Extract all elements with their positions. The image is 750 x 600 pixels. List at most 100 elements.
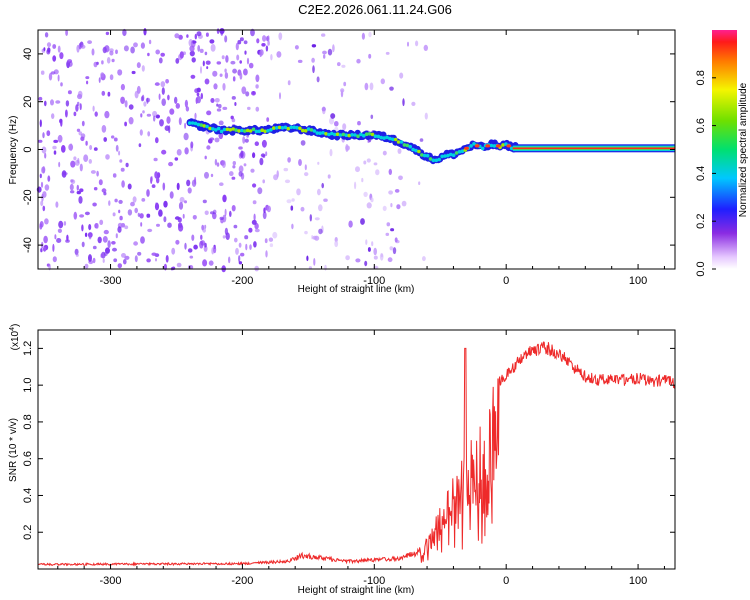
spectrogram-noise-speck	[324, 264, 327, 271]
spectrogram-noise-speck	[250, 168, 255, 173]
spectrogram-noise-speck	[222, 235, 226, 239]
spectrogram-noise-speck	[158, 93, 161, 100]
spectrogram-noise-speck	[138, 143, 142, 148]
spectrogram-noise-speck	[163, 200, 168, 208]
spectrogram-noise-speck	[46, 42, 52, 48]
spectrogram-noise-speck	[309, 214, 312, 222]
spectrogram-ridge-core	[315, 131, 320, 135]
spectrogram-noise-speck	[42, 191, 47, 198]
spectrogram-noise-speck	[139, 129, 143, 136]
spectrogram-noise-speck	[323, 54, 326, 59]
spectrogram-noise-speck	[90, 170, 96, 174]
spectrogram-noise-speck	[213, 246, 217, 254]
spectrogram-noise-speck	[200, 234, 203, 240]
spectrogram-noise-speck	[73, 156, 77, 161]
spectrogram-noise-speck	[154, 171, 159, 179]
spectrogram-ridge-core	[306, 127, 311, 131]
spectrogram-noise-speck	[133, 241, 139, 246]
spectrogram-noise-speck	[261, 139, 267, 148]
spectrogram-noise-speck	[42, 132, 45, 139]
colorbar-ticks: 0.0 0.2 0.4 0.6 0.8	[695, 70, 716, 277]
y-tick-label: -40	[22, 237, 34, 253]
spectrogram-noise-speck	[232, 165, 236, 169]
spectrogram-noise-speck	[111, 135, 115, 139]
spectrogram-noise-speck	[200, 92, 203, 100]
spectrogram-ridge-core	[362, 133, 366, 138]
spectrogram-ridge-core	[446, 153, 450, 158]
spectrogram-noise-speck	[93, 147, 98, 151]
spectrogram-noise-speck	[58, 161, 61, 168]
spectrogram-noise-speck	[230, 115, 234, 120]
spectrogram-noise-speck	[85, 140, 88, 146]
spectrogram-noise-speck	[216, 162, 220, 167]
spectrogram-noise-speck	[286, 199, 292, 204]
spectrogram-noise-speck	[140, 222, 143, 227]
spectrogram-noise-speck	[238, 165, 244, 173]
spectrogram-noise-speck	[244, 138, 249, 143]
spectrogram-noise-speck	[225, 232, 230, 240]
spectrogram-noise-speck	[73, 211, 78, 220]
spectrogram-noise-speck	[418, 181, 421, 185]
spectrogram-ridge-core	[443, 154, 447, 158]
spectrogram-noise-speck	[44, 32, 49, 38]
spectrogram-noise-speck	[75, 104, 79, 112]
spectrogram-noise-speck	[70, 190, 75, 194]
spectrogram-noise-speck	[340, 88, 345, 93]
spectrogram-ridge-core	[330, 131, 334, 136]
spectrogram-noise-speck	[57, 134, 63, 143]
x-tick-label: 0	[503, 575, 509, 587]
spectrogram-noise-speck	[218, 104, 222, 109]
spectrogram-noise-speck	[214, 137, 220, 143]
spectrogram-noise-speck	[47, 175, 51, 182]
spectrogram-noise-speck	[244, 235, 249, 240]
snr-x-label: Height of straight line (km)	[298, 585, 415, 596]
spectrogram-ridge-core	[356, 134, 360, 138]
spectrogram-ridge-core	[324, 132, 328, 136]
spectrogram-noise-speck	[239, 72, 243, 80]
spectrogram-noise-speck	[163, 216, 167, 223]
spectrogram-noise-speck	[423, 44, 428, 52]
spectrogram-noise-speck	[191, 40, 197, 44]
spectrogram-noise-speck	[182, 213, 185, 219]
spectrogram-noise-speck	[98, 179, 103, 186]
spectrogram-noise-speck	[385, 51, 390, 55]
spectrogram-noise-speck	[146, 213, 151, 218]
spectrogram-noise-speck	[361, 32, 365, 40]
spectrogram-noise-speck	[243, 163, 247, 167]
spectrogram-ridge-core	[437, 157, 442, 162]
colorbar-label: Normalized spectral amplitude	[738, 82, 749, 217]
y-tick-label: 0	[22, 146, 34, 152]
snr-background	[38, 330, 675, 569]
spectrogram-noise-speck	[123, 45, 129, 52]
spectrogram-noise-speck	[392, 247, 397, 255]
spectrogram-noise-speck	[259, 157, 264, 166]
spectrogram-ridge-hotspot	[485, 144, 491, 148]
spectrogram-noise-speck	[240, 252, 245, 257]
spectrogram-noise-speck	[141, 94, 145, 102]
spectrogram-noise-speck	[165, 79, 170, 84]
spectrogram-ridge-core	[396, 140, 401, 144]
spectrogram-noise-speck	[75, 159, 80, 166]
spectrogram-noise-speck	[265, 151, 268, 156]
spectrogram-noise-speck	[51, 113, 55, 119]
spectrogram-noise-speck	[103, 229, 109, 235]
spectrogram-noise-speck	[240, 150, 244, 158]
spectrogram-noise-speck	[254, 141, 259, 146]
spectrogram-noise-speck	[120, 223, 126, 228]
spectrogram-noise-speck	[57, 45, 61, 53]
spectrogram-noise-speck	[366, 158, 371, 163]
spectrogram-ridge-core	[219, 129, 224, 134]
spectrogram-noise-speck	[184, 200, 187, 204]
spectrogram-noise-speck	[243, 68, 248, 76]
spectrogram-ridge-core	[391, 137, 395, 142]
spectrogram-noise-speck	[146, 258, 151, 263]
spectrogram-noise-speck	[195, 97, 198, 104]
spectrogram-noise-speck	[411, 101, 416, 106]
spectrogram-noise-speck	[228, 256, 231, 264]
spectrogram-noise-speck	[118, 150, 121, 156]
snr-x-ticks: -300 -200 -100 0 100	[57, 330, 665, 587]
x-tick-label: -200	[231, 575, 253, 587]
spectrogram-noise-speck	[204, 171, 209, 179]
spectrogram-noise-speck	[123, 259, 127, 265]
colorbar: 0.0 0.2 0.4 0.6 0.8 Normalized spectral ampl…	[695, 30, 749, 277]
